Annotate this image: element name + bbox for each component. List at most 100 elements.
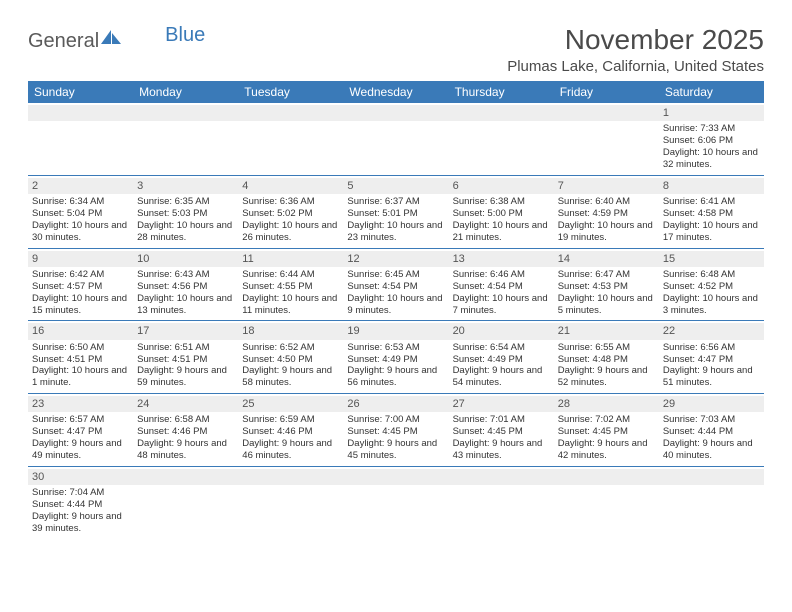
day-info: Sunrise: 7:03 AMSunset: 4:44 PMDaylight:… (663, 414, 760, 462)
sunset-text: Sunset: 4:46 PM (137, 426, 234, 438)
daylight-text: Daylight: 9 hours and 46 minutes. (242, 438, 339, 462)
day-number: 9 (28, 251, 133, 267)
page-header: General Blue November 2025 Plumas Lake, … (28, 24, 764, 75)
calendar-day-cell: 12Sunrise: 6:45 AMSunset: 4:54 PMDayligh… (343, 248, 448, 321)
daylight-text: Daylight: 9 hours and 39 minutes. (32, 511, 129, 535)
weekday-header: Sunday (28, 81, 133, 103)
day-number: 28 (554, 396, 659, 412)
sunrise-text: Sunrise: 6:35 AM (137, 196, 234, 208)
day-info: Sunrise: 6:52 AMSunset: 4:50 PMDaylight:… (242, 342, 339, 390)
day-number: 22 (659, 323, 764, 339)
calendar-week-row: 1Sunrise: 7:33 AMSunset: 6:06 PMDaylight… (28, 103, 764, 175)
daylight-text: Daylight: 10 hours and 15 minutes. (32, 293, 129, 317)
sunset-text: Sunset: 4:47 PM (663, 354, 760, 366)
day-info: Sunrise: 6:41 AMSunset: 4:58 PMDaylight:… (663, 196, 760, 244)
daylight-text: Daylight: 9 hours and 58 minutes. (242, 365, 339, 389)
sunset-text: Sunset: 6:06 PM (663, 135, 760, 147)
daylight-text: Daylight: 9 hours and 42 minutes. (558, 438, 655, 462)
sunset-text: Sunset: 4:46 PM (242, 426, 339, 438)
sail-icon (101, 30, 123, 51)
sunrise-text: Sunrise: 7:04 AM (32, 487, 129, 499)
location-subtitle: Plumas Lake, California, United States (507, 58, 764, 75)
day-info: Sunrise: 6:38 AMSunset: 5:00 PMDaylight:… (453, 196, 550, 244)
calendar-page: General Blue November 2025 Plumas Lake, … (0, 0, 792, 549)
sunset-text: Sunset: 4:49 PM (347, 354, 444, 366)
daylight-text: Daylight: 10 hours and 28 minutes. (137, 220, 234, 244)
sunset-text: Sunset: 5:04 PM (32, 208, 129, 220)
logo-text-general: General (28, 30, 99, 53)
calendar-day-cell: 1Sunrise: 7:33 AMSunset: 6:06 PMDaylight… (659, 103, 764, 175)
sunrise-text: Sunrise: 6:50 AM (32, 342, 129, 354)
calendar-day-cell: 7Sunrise: 6:40 AMSunset: 4:59 PMDaylight… (554, 175, 659, 248)
calendar-day-cell (449, 466, 554, 538)
day-info: Sunrise: 7:00 AMSunset: 4:45 PMDaylight:… (347, 414, 444, 462)
sunset-text: Sunset: 4:55 PM (242, 281, 339, 293)
day-info: Sunrise: 6:53 AMSunset: 4:49 PMDaylight:… (347, 342, 444, 390)
daylight-text: Daylight: 10 hours and 19 minutes. (558, 220, 655, 244)
sunset-text: Sunset: 4:48 PM (558, 354, 655, 366)
calendar-day-cell: 2Sunrise: 6:34 AMSunset: 5:04 PMDaylight… (28, 175, 133, 248)
calendar-day-cell: 23Sunrise: 6:57 AMSunset: 4:47 PMDayligh… (28, 394, 133, 467)
sunset-text: Sunset: 5:01 PM (347, 208, 444, 220)
sunrise-text: Sunrise: 6:48 AM (663, 269, 760, 281)
calendar-day-cell: 14Sunrise: 6:47 AMSunset: 4:53 PMDayligh… (554, 248, 659, 321)
daylight-text: Daylight: 9 hours and 49 minutes. (32, 438, 129, 462)
calendar-day-cell: 13 Sunrise: 6:46 AMSunset: 4:54 PMDayligh… (449, 248, 554, 321)
daylight-text: Daylight: 10 hours and 32 minutes. (663, 147, 760, 171)
day-info: Sunrise: 6:37 AMSunset: 5:01 PMDaylight:… (347, 196, 444, 244)
calendar-day-cell (554, 466, 659, 538)
daylight-text: Daylight: 10 hours and 23 minutes. (347, 220, 444, 244)
sunrise-text: Sunrise: 7:00 AM (347, 414, 444, 426)
calendar-day-cell: 4Sunrise: 6:36 AMSunset: 5:02 PMDaylight… (238, 175, 343, 248)
daylight-text: Daylight: 9 hours and 54 minutes. (453, 365, 550, 389)
daylight-text: Daylight: 10 hours and 7 minutes. (453, 293, 550, 317)
day-info: Sunrise: 6:55 AMSunset: 4:48 PMDaylight:… (558, 342, 655, 390)
weekday-header: Wednesday (343, 81, 448, 103)
day-number: 26 (343, 396, 448, 412)
sunrise-text: Sunrise: 6:53 AM (347, 342, 444, 354)
calendar-week-row: 9Sunrise: 6:42 AMSunset: 4:57 PMDaylight… (28, 248, 764, 321)
title-block: November 2025 Plumas Lake, California, U… (507, 24, 764, 75)
logo-text-blue: Blue (165, 24, 205, 47)
sunrise-text: Sunrise: 6:51 AM (137, 342, 234, 354)
day-number (343, 105, 448, 121)
day-number: 2 (28, 178, 133, 194)
day-number (28, 105, 133, 121)
calendar-week-row: 23Sunrise: 6:57 AMSunset: 4:47 PMDayligh… (28, 394, 764, 467)
day-number: 11 (238, 251, 343, 267)
day-info: Sunrise: 7:04 AMSunset: 4:44 PMDaylight:… (32, 487, 129, 535)
day-number: 4 (238, 178, 343, 194)
calendar-day-cell (343, 466, 448, 538)
day-info: Sunrise: 6:46 AMSunset: 4:54 PMDaylight:… (453, 269, 550, 317)
calendar-day-cell: 19Sunrise: 6:53 AMSunset: 4:49 PMDayligh… (343, 321, 448, 394)
day-info: Sunrise: 6:48 AMSunset: 4:52 PMDaylight:… (663, 269, 760, 317)
calendar-day-cell: 25Sunrise: 6:59 AMSunset: 4:46 PMDayligh… (238, 394, 343, 467)
day-info: Sunrise: 6:59 AMSunset: 4:46 PMDaylight:… (242, 414, 339, 462)
day-info: Sunrise: 6:47 AMSunset: 4:53 PMDaylight:… (558, 269, 655, 317)
day-number (133, 469, 238, 485)
day-number: 10 (133, 251, 238, 267)
sunset-text: Sunset: 4:58 PM (663, 208, 760, 220)
sunset-text: Sunset: 4:52 PM (663, 281, 760, 293)
sunrise-text: Sunrise: 6:57 AM (32, 414, 129, 426)
day-info: Sunrise: 6:45 AMSunset: 4:54 PMDaylight:… (347, 269, 444, 317)
daylight-text: Daylight: 10 hours and 30 minutes. (32, 220, 129, 244)
day-number: 24 (133, 396, 238, 412)
sunset-text: Sunset: 4:53 PM (558, 281, 655, 293)
day-number (133, 105, 238, 121)
sunrise-text: Sunrise: 6:44 AM (242, 269, 339, 281)
logo: General Blue (28, 24, 205, 53)
calendar-day-cell: 24Sunrise: 6:58 AMSunset: 4:46 PMDayligh… (133, 394, 238, 467)
sunrise-text: Sunrise: 6:55 AM (558, 342, 655, 354)
sunrise-text: Sunrise: 6:42 AM (32, 269, 129, 281)
sunset-text: Sunset: 5:03 PM (137, 208, 234, 220)
day-number: 13 (449, 251, 554, 267)
calendar-day-cell: 30Sunrise: 7:04 AMSunset: 4:44 PMDayligh… (28, 466, 133, 538)
daylight-text: Daylight: 9 hours and 48 minutes. (137, 438, 234, 462)
calendar-day-cell: 26 Sunrise: 7:00 AMSunset: 4:45 PMDayligh… (343, 394, 448, 467)
sunrise-text: Sunrise: 6:37 AM (347, 196, 444, 208)
calendar-day-cell: 3Sunrise: 6:35 AMSunset: 5:03 PMDaylight… (133, 175, 238, 248)
daylight-text: Daylight: 10 hours and 3 minutes. (663, 293, 760, 317)
day-info: Sunrise: 6:54 AMSunset: 4:49 PMDaylight:… (453, 342, 550, 390)
calendar-day-cell: 6Sunrise: 6:38 AMSunset: 5:00 PMDaylight… (449, 175, 554, 248)
